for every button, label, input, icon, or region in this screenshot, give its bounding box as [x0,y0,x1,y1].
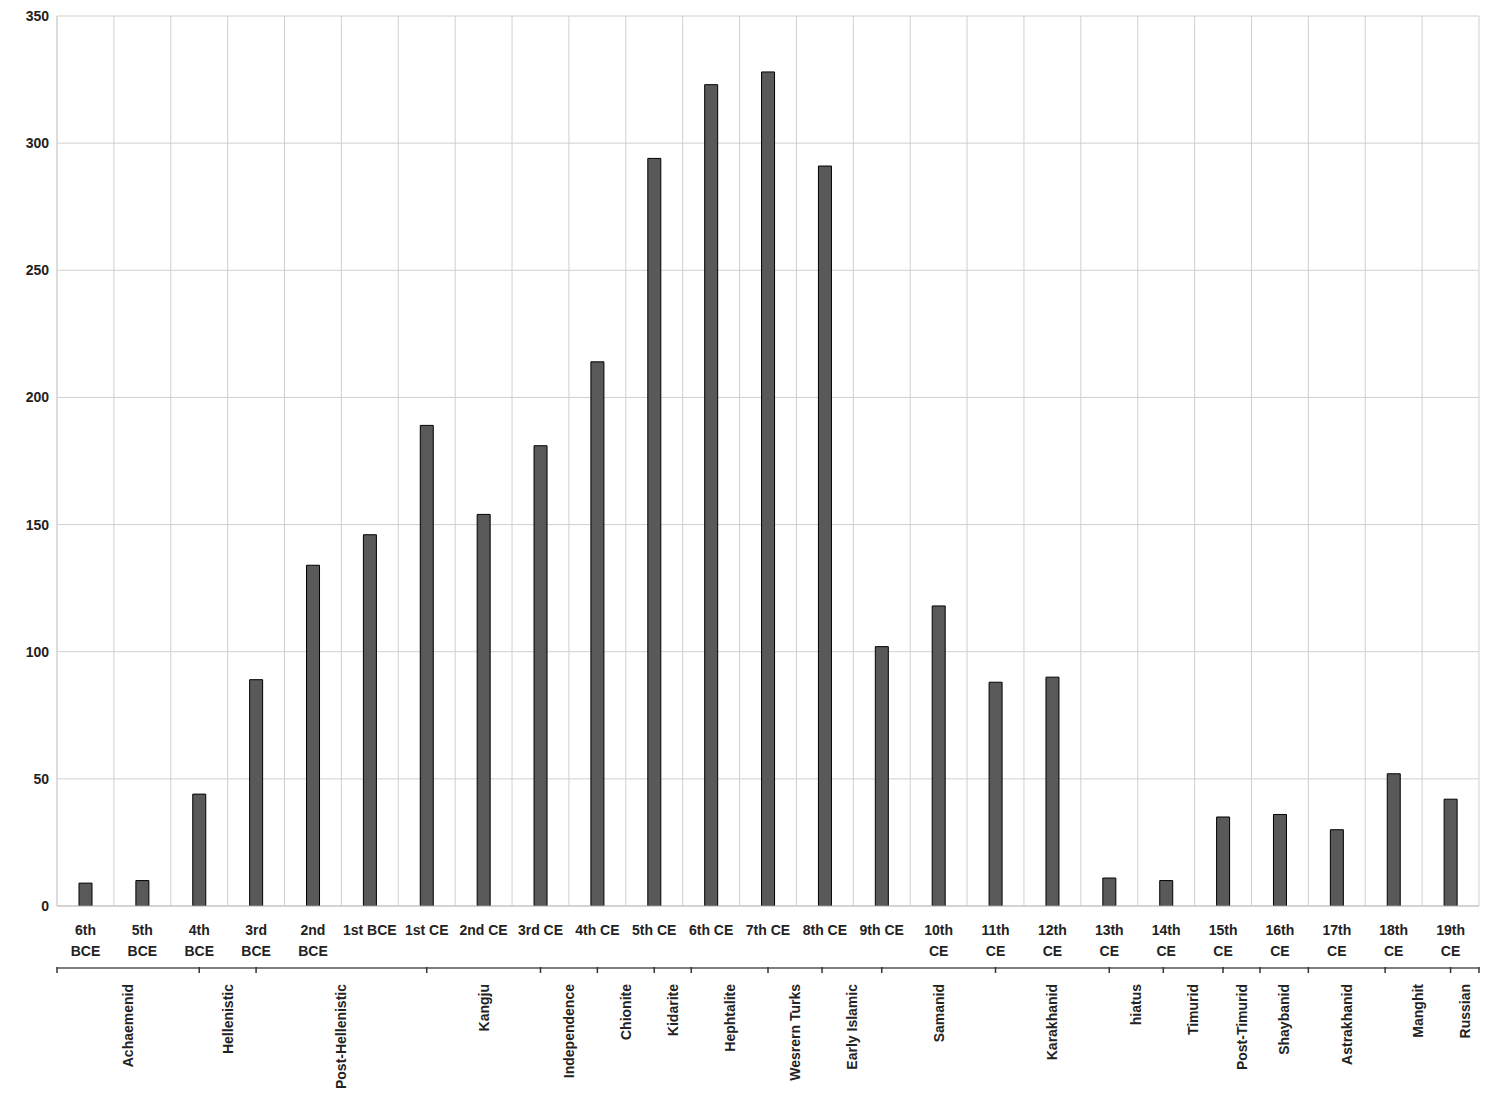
svg-text:9th CE: 9th CE [860,922,904,938]
svg-text:Russian: Russian [1457,984,1473,1038]
svg-text:Early Islamic: Early Islamic [844,984,860,1070]
svg-text:1st BCE: 1st BCE [343,922,397,938]
svg-text:5th CE: 5th CE [632,922,676,938]
svg-text:6thBCE: 6thBCE [71,922,101,959]
svg-text:3rd CE: 3rd CE [518,922,563,938]
svg-text:Karakhanid: Karakhanid [1044,984,1060,1060]
svg-text:Shaybanid: Shaybanid [1276,984,1292,1055]
svg-text:19thCE: 19thCE [1436,922,1465,959]
svg-text:150: 150 [26,517,50,533]
svg-text:350: 350 [26,8,50,24]
svg-text:300: 300 [26,135,50,151]
svg-text:Astrakhanid: Astrakhanid [1339,984,1355,1065]
svg-text:200: 200 [26,389,50,405]
svg-text:0: 0 [41,898,49,914]
svg-text:10thCE: 10thCE [924,922,953,959]
svg-text:Wesrern Turks: Wesrern Turks [787,984,803,1081]
svg-text:11thCE: 11thCE [982,922,1010,959]
svg-text:4thBCE: 4thBCE [184,922,214,959]
svg-text:2nd CE: 2nd CE [459,922,507,938]
svg-text:Post-Timurid: Post-Timurid [1234,984,1250,1070]
svg-text:Chionite: Chionite [618,984,634,1040]
svg-text:hiatus: hiatus [1128,984,1144,1025]
svg-text:100: 100 [26,644,50,660]
svg-text:15thCE: 15thCE [1209,922,1238,959]
svg-text:Manghit: Manghit [1410,984,1426,1038]
svg-text:13thCE: 13thCE [1095,922,1124,959]
svg-text:1st CE: 1st CE [405,922,449,938]
svg-text:8th CE: 8th CE [803,922,847,938]
svg-text:16thCE: 16thCE [1266,922,1295,959]
svg-text:Kangju: Kangju [476,984,492,1031]
svg-text:50: 50 [33,771,49,787]
svg-text:3rdBCE: 3rdBCE [241,922,271,959]
svg-text:Kidarite: Kidarite [665,984,681,1036]
svg-text:12thCE: 12thCE [1038,922,1067,959]
svg-text:14thCE: 14thCE [1152,922,1181,959]
svg-text:2ndBCE: 2ndBCE [298,922,328,959]
svg-text:17thCE: 17thCE [1322,922,1351,959]
svg-text:7th CE: 7th CE [746,922,790,938]
svg-text:Post-Hellenistic: Post-Hellenistic [333,984,349,1089]
svg-text:Hellenistic: Hellenistic [220,984,236,1054]
svg-text:4th CE: 4th CE [575,922,619,938]
svg-text:Hephtalite: Hephtalite [722,984,738,1052]
svg-text:Timurid: Timurid [1185,984,1201,1035]
svg-text:18thCE: 18thCE [1379,922,1408,959]
svg-text:6th CE: 6th CE [689,922,733,938]
svg-text:Independence: Independence [561,984,577,1078]
svg-text:Achaemenid: Achaemenid [120,984,136,1067]
svg-text:5thBCE: 5thBCE [128,922,158,959]
svg-text:Samanid: Samanid [931,984,947,1042]
svg-text:250: 250 [26,262,50,278]
